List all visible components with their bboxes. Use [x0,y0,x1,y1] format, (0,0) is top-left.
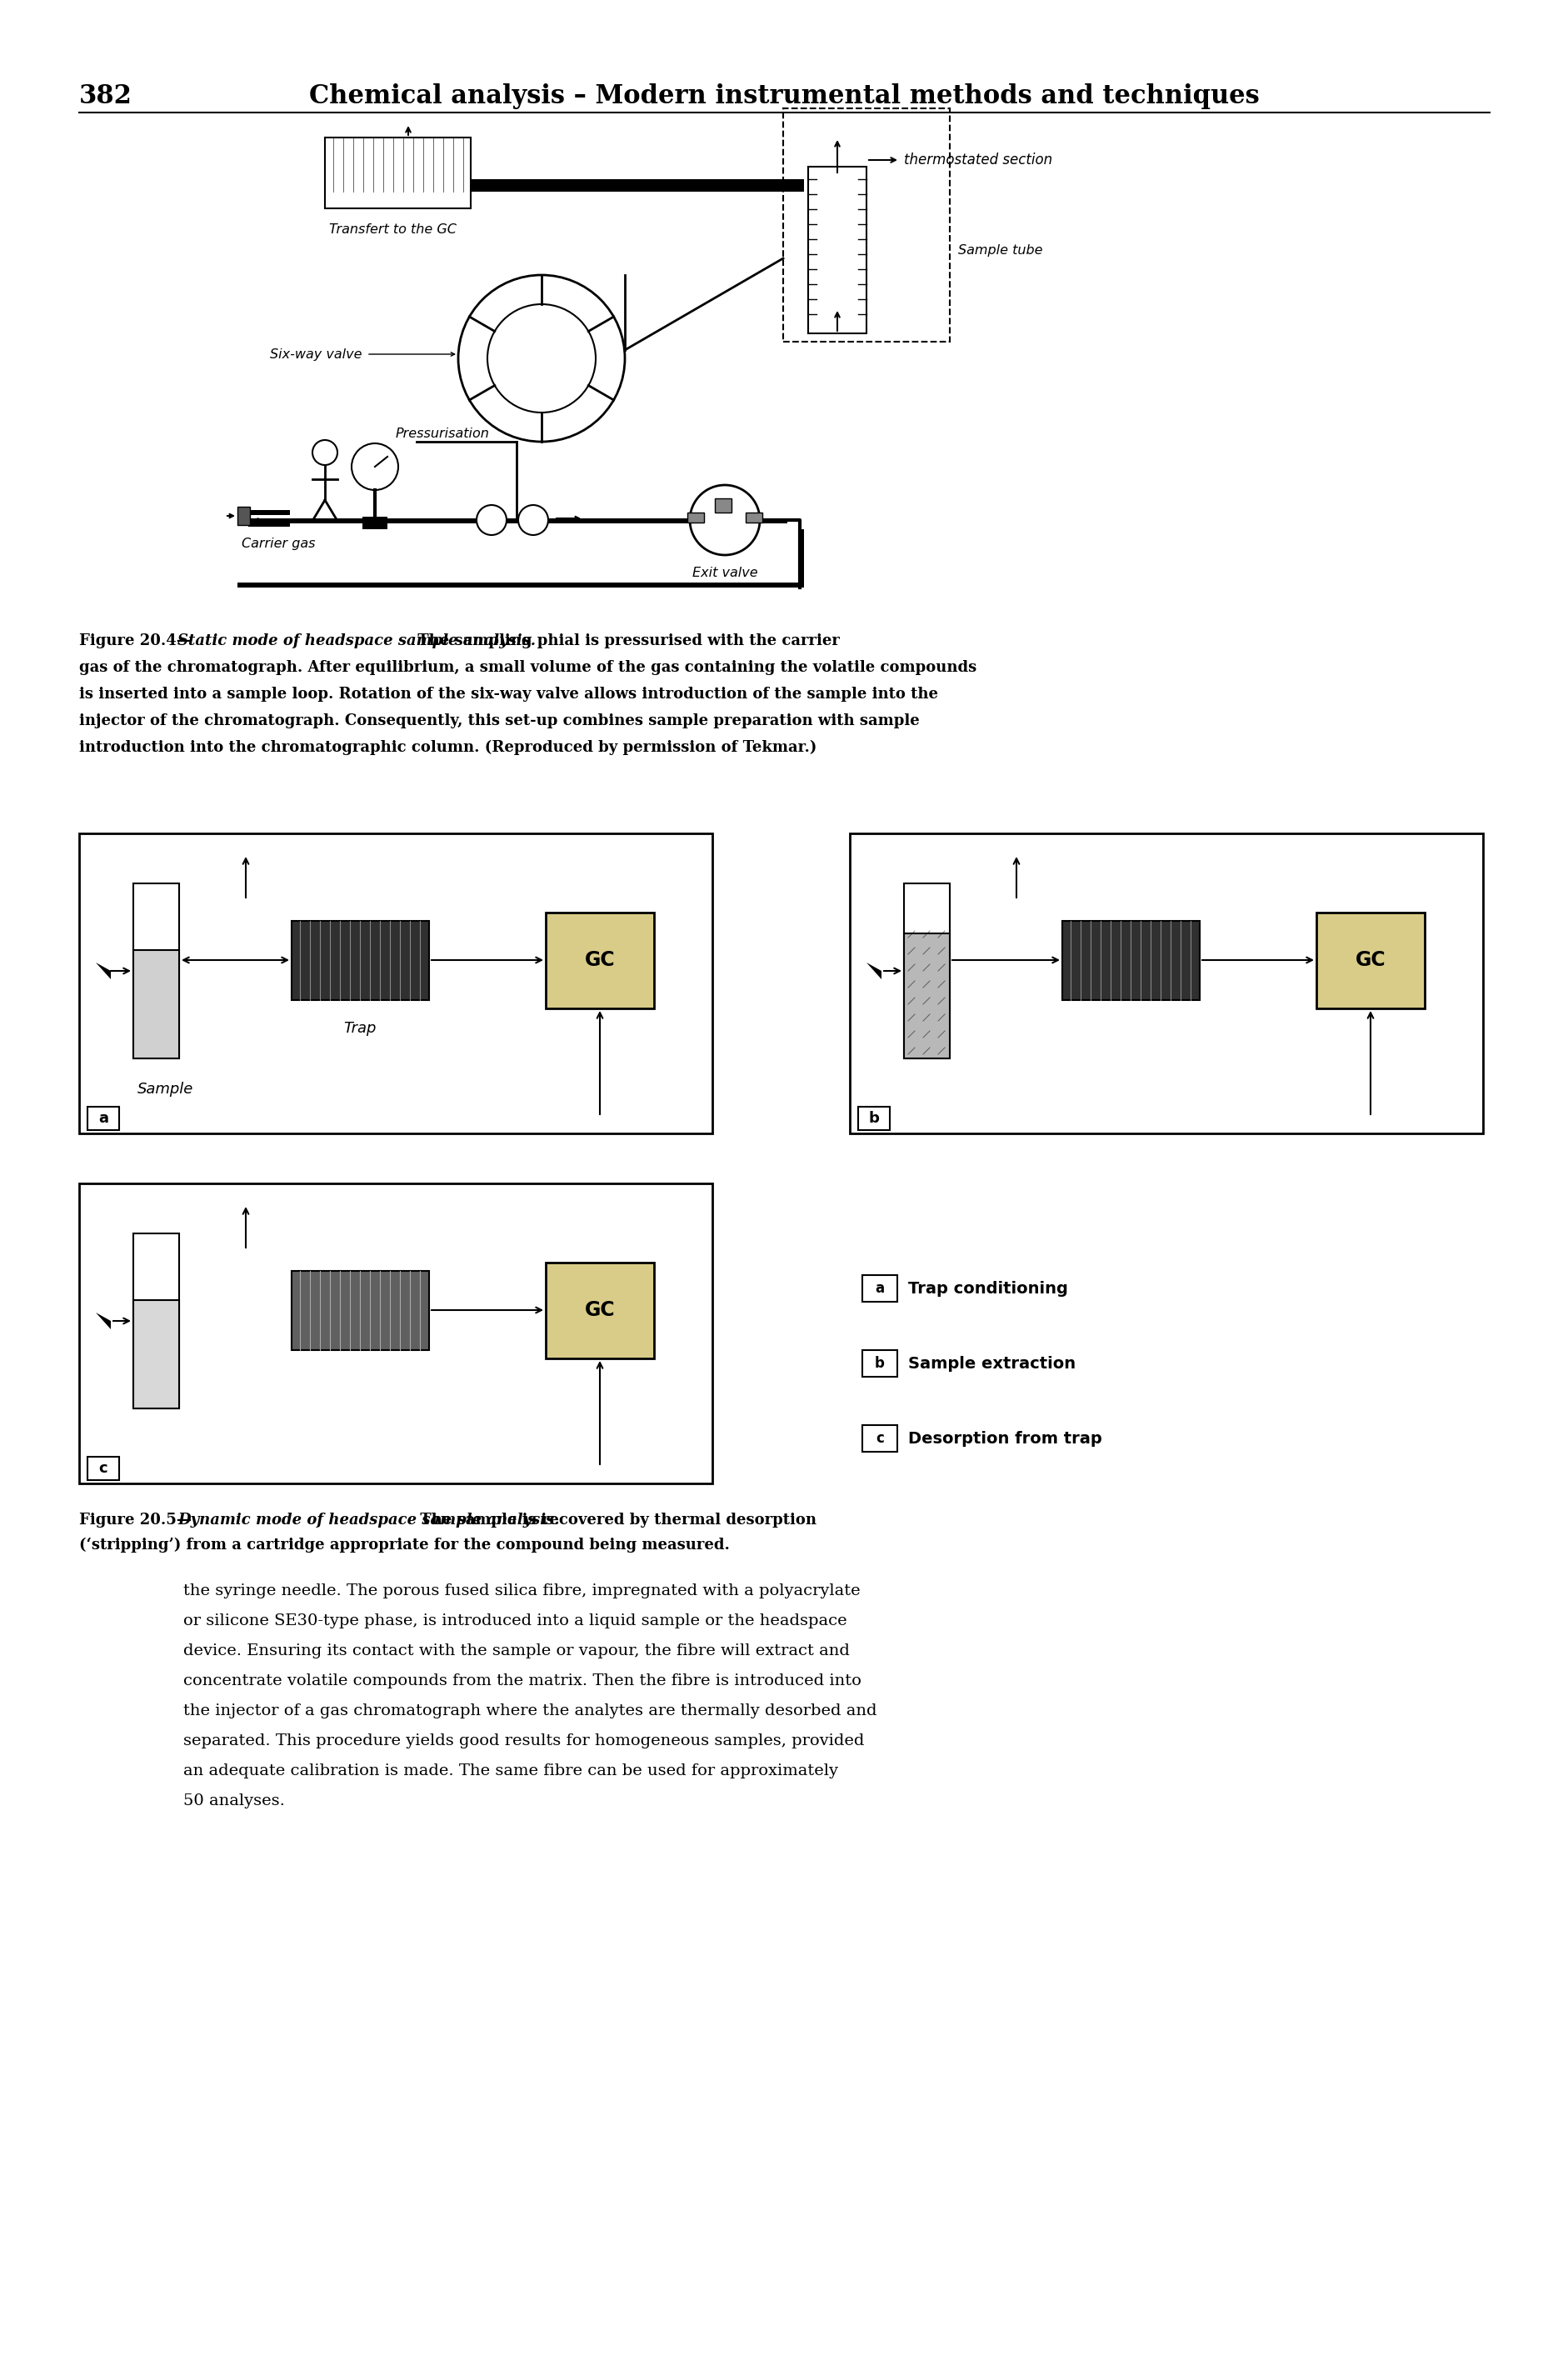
Bar [850,834,1482,1133]
Bar [715,499,731,513]
Text: Six-way valve: Six-way valve [270,347,362,361]
Text: the syringe needle. The porous fused silica fibre, impregnated with a polyacryla: the syringe needle. The porous fused sil… [183,1582,859,1599]
Circle shape [312,440,337,466]
Bar [88,1456,119,1480]
Text: b: b [869,1112,880,1126]
Bar [237,506,249,525]
Bar [1062,922,1200,1000]
Bar [237,582,803,587]
Text: The sample is recovered by thermal desorption: The sample is recovered by thermal desor… [414,1514,815,1528]
Text: device. Ensuring its contact with the sample or vapour, the fibre will extract a: device. Ensuring its contact with the sa… [183,1644,850,1658]
Bar [862,1426,897,1452]
Bar [808,166,866,333]
Bar [858,1107,889,1131]
Text: Figure 20.5—: Figure 20.5— [78,1514,191,1528]
Text: GC: GC [585,1300,615,1321]
Text: thermostated section: thermostated section [903,152,1052,169]
Bar [329,178,803,192]
Bar [546,912,654,1007]
Bar [862,1350,897,1376]
Circle shape [351,444,398,489]
Bar [237,518,787,523]
Bar [800,530,803,587]
Text: separated. This procedure yields good results for homogeneous samples, provided: separated. This procedure yields good re… [183,1734,864,1749]
Text: 382: 382 [78,83,132,109]
Bar [292,1271,428,1350]
Bar [88,1107,119,1131]
Bar [1316,912,1424,1007]
Circle shape [517,506,547,535]
Text: Sample: Sample [138,1081,193,1098]
Bar [903,934,949,1057]
Text: Pressurisation: Pressurisation [395,428,489,440]
Text: Dynamic mode of headspace sample analysis.: Dynamic mode of headspace sample analysi… [177,1514,560,1528]
Polygon shape [96,962,111,979]
Text: Exit valve: Exit valve [691,568,757,580]
Bar [687,513,704,523]
Bar [903,884,949,1057]
Bar [133,884,179,1057]
Bar [78,1183,712,1483]
Text: Sample tube: Sample tube [958,245,1043,257]
Bar [745,513,762,523]
Text: Static mode of headspace sample analysis.: Static mode of headspace sample analysis… [177,634,535,649]
Text: Sample extraction: Sample extraction [908,1357,1076,1371]
Bar [292,922,428,1000]
Text: Carrier gas: Carrier gas [241,537,315,549]
Bar [248,511,290,516]
Circle shape [477,506,506,535]
Bar [133,1233,179,1409]
Text: gas of the chromatograph. After equilibrium, a small volume of the gas containin: gas of the chromatograph. After equilibr… [78,661,977,675]
Polygon shape [96,1312,111,1328]
Text: (‘stripping’) from a cartridge appropriate for the compound being measured.: (‘stripping’) from a cartridge appropria… [78,1537,729,1554]
Bar [362,516,387,530]
Text: 50 analyses.: 50 analyses. [183,1794,285,1808]
Circle shape [458,276,624,442]
Text: introduction into the chromatographic column. (Reproduced by permission of Tekma: introduction into the chromatographic co… [78,739,817,756]
Text: concentrate volatile compounds from the matrix. Then the fibre is introduced int: concentrate volatile compounds from the … [183,1673,861,1689]
Bar [78,834,712,1133]
Bar [325,138,470,209]
Text: Desorption from trap: Desorption from trap [908,1430,1101,1447]
Text: c: c [875,1430,883,1447]
Bar [248,523,290,527]
Text: an adequate calibration is made. The same fibre can be used for approximately: an adequate calibration is made. The sam… [183,1763,837,1780]
Text: c: c [99,1461,108,1475]
Text: a: a [99,1112,108,1126]
Text: The sampling phial is pressurised with the carrier: The sampling phial is pressurised with t… [412,634,839,649]
Text: GC: GC [1355,950,1385,969]
Text: Chemical analysis – Modern instrumental methods and techniques: Chemical analysis – Modern instrumental … [309,83,1259,109]
Text: Figure 20.4—: Figure 20.4— [78,634,191,649]
Text: GC: GC [585,950,615,969]
Text: Trap: Trap [343,1022,376,1036]
Text: injector of the chromatograph. Consequently, this set-up combines sample prepara: injector of the chromatograph. Consequen… [78,713,919,729]
Text: the injector of a gas chromatograph where the analytes are thermally desorbed an: the injector of a gas chromatograph wher… [183,1704,877,1718]
Text: or silicone SE30-type phase, is introduced into a liquid sample or the headspace: or silicone SE30-type phase, is introduc… [183,1613,847,1628]
Bar [133,950,179,1057]
Text: b: b [875,1357,884,1371]
Bar [133,1300,179,1409]
Polygon shape [866,962,881,979]
Circle shape [690,485,759,556]
Text: Trap conditioning: Trap conditioning [908,1281,1068,1297]
Bar [546,1262,654,1359]
Bar [782,109,949,342]
Text: Transfert to the GC: Transfert to the GC [329,223,456,235]
Bar [862,1276,897,1302]
Text: is inserted into a sample loop. Rotation of the six-way valve allows introductio: is inserted into a sample loop. Rotation… [78,687,938,701]
Text: a: a [875,1281,884,1295]
